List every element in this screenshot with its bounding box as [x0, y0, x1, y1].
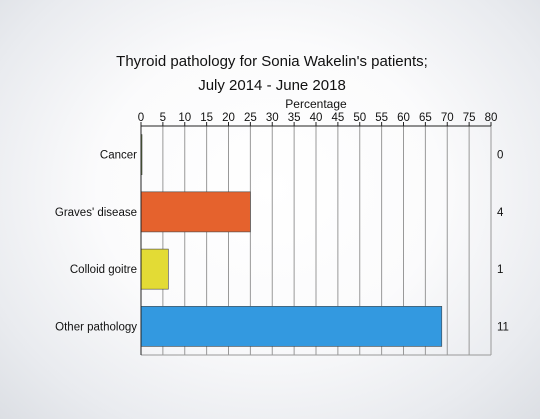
x-tick-label: 60	[397, 112, 410, 124]
x-tick-label: 70	[441, 112, 454, 124]
x-tick-label: 20	[222, 112, 235, 124]
x-tick-label: 40	[310, 112, 323, 124]
count-label: 1	[497, 264, 503, 276]
x-tick-label: 55	[375, 112, 388, 124]
bar	[140, 248, 169, 290]
category-label: Other pathology	[55, 321, 137, 333]
x-tick-label: 65	[419, 112, 432, 124]
x-tick-label: 15	[200, 112, 213, 124]
x-tick-label: 75	[463, 112, 476, 124]
count-label: 11	[497, 321, 509, 333]
bars	[140, 134, 443, 347]
x-tick-label: 0	[138, 112, 144, 124]
x-tick-label: 10	[178, 112, 191, 124]
count-label: 0	[497, 150, 503, 162]
bar	[140, 191, 251, 233]
x-tick-label: 50	[353, 112, 366, 124]
x-axis-label: Percentage	[285, 97, 347, 111]
category-label: Graves' disease	[55, 207, 137, 219]
category-labels: Cancer Graves' disease Colloid goitre Other…	[55, 150, 137, 334]
category-label: Colloid goitre	[70, 264, 137, 276]
count-label: 4	[497, 207, 504, 219]
x-tick-label: 25	[244, 112, 257, 124]
x-tick-label: 5	[160, 112, 166, 124]
x-tick-labels: 0 5 10 15 20 25 30 35 40 45 50 55 60 65 70 75 80	[138, 112, 498, 126]
x-tick-label: 80	[485, 112, 498, 124]
x-tick-label: 35	[288, 112, 301, 124]
chart-title-line2: July 2014 - June 2018	[198, 77, 346, 94]
category-label: Cancer	[100, 150, 137, 162]
x-tick-label: 45	[331, 112, 344, 124]
bar	[140, 306, 443, 347]
chart-title-line1: Thyroid pathology for Sonia Wakelin's pa…	[116, 53, 428, 70]
x-tick-label: 30	[266, 112, 279, 124]
